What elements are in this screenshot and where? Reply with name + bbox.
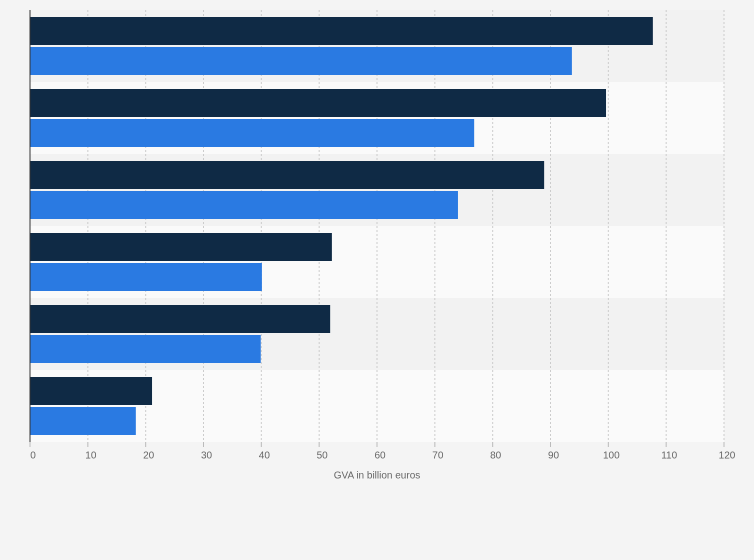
x-tick-label: 90 (548, 451, 560, 462)
bar (30, 89, 607, 117)
bar (30, 263, 262, 291)
bar (30, 47, 572, 75)
x-tick-label: 80 (490, 451, 502, 462)
bar (30, 305, 331, 333)
x-tick-label: 0 (30, 451, 36, 462)
x-tick-label: 50 (317, 451, 329, 462)
x-axis-label: GVA in billion euros (334, 471, 421, 482)
x-tick-label: 10 (85, 451, 97, 462)
x-tick-label: 110 (661, 451, 677, 462)
bar (30, 377, 153, 405)
x-tick-label: 70 (432, 451, 444, 462)
bar (30, 161, 545, 189)
bar (30, 335, 261, 363)
bar (30, 17, 653, 45)
x-tick-label: 60 (374, 451, 386, 462)
x-tick-label: 20 (143, 451, 155, 462)
bar (30, 191, 458, 219)
x-tick-label: 30 (201, 451, 213, 462)
x-tick-label: 120 (719, 451, 736, 462)
bar (30, 407, 136, 435)
bar (30, 233, 332, 261)
x-tick-label: 40 (259, 451, 271, 462)
x-tick-label: 100 (603, 451, 620, 462)
bar (30, 119, 475, 147)
